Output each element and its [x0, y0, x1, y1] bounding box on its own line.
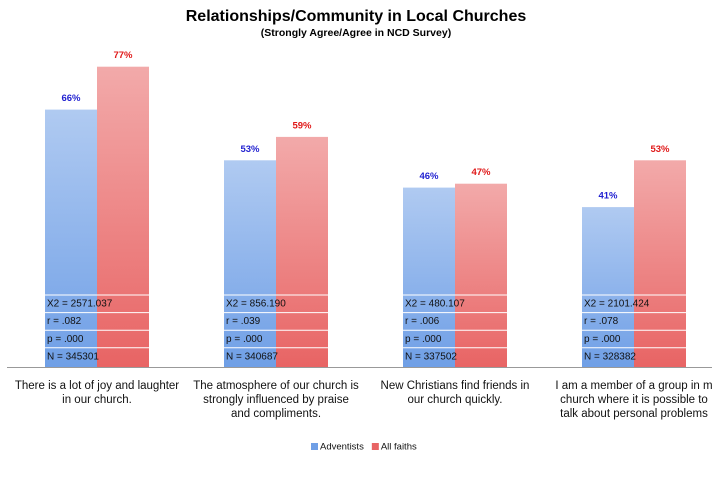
x-tick-label: I am a member of a group in m church whe…: [555, 380, 712, 420]
legend-swatch: [371, 443, 379, 450]
x-tick-label: There is a lot of joy and laughter in ou…: [14, 380, 180, 406]
bar: [224, 160, 276, 367]
stats-text: X2 = 856.190: [226, 299, 286, 310]
stats-text: X2 = 2101.424: [584, 299, 650, 310]
legend-label: Adventists: [320, 442, 364, 453]
stats-text: r = .082: [47, 316, 82, 327]
chart-subtitle: (Strongly Agree/Agree in NCD Survey): [261, 27, 451, 39]
legend-swatch: [311, 443, 318, 450]
stats-text: p = .000: [405, 334, 442, 345]
value-label: 66%: [61, 93, 81, 104]
stats-text: N = 340687: [226, 351, 278, 362]
bar: [97, 66, 149, 367]
value-label: 46%: [419, 171, 439, 182]
stats-text: r = .006: [405, 316, 440, 327]
stats-text: N = 345301: [47, 351, 99, 362]
bar: [403, 187, 455, 367]
stats-text: X2 = 480.107: [405, 299, 465, 310]
stats-text: N = 337502: [405, 351, 457, 362]
bar: [455, 183, 507, 367]
stats-text: r = .039: [226, 316, 261, 327]
bar: [634, 160, 686, 367]
value-label: 53%: [650, 144, 670, 155]
x-tick-label: New Christians find friends in our churc…: [380, 380, 530, 406]
stats-text: N = 328382: [584, 351, 636, 362]
bar: [582, 207, 634, 367]
stats-text: p = .000: [226, 334, 263, 345]
bar: [45, 109, 97, 367]
value-label: 47%: [471, 167, 491, 178]
x-tick-label: The atmosphere of our church is strongly…: [193, 380, 359, 420]
value-label: 59%: [292, 120, 312, 131]
bar: [276, 136, 328, 367]
chart-title: Relationships/Community in Local Churche…: [186, 8, 527, 25]
value-label: 41%: [598, 191, 618, 202]
stats-text: X2 = 2571.037: [47, 299, 113, 310]
value-label: 53%: [240, 144, 260, 155]
legend-label: All faiths: [381, 442, 417, 453]
stats-text: p = .000: [47, 334, 84, 345]
value-label: 77%: [113, 50, 133, 61]
stats-text: p = .000: [584, 334, 621, 345]
stats-text: r = .078: [584, 316, 619, 327]
